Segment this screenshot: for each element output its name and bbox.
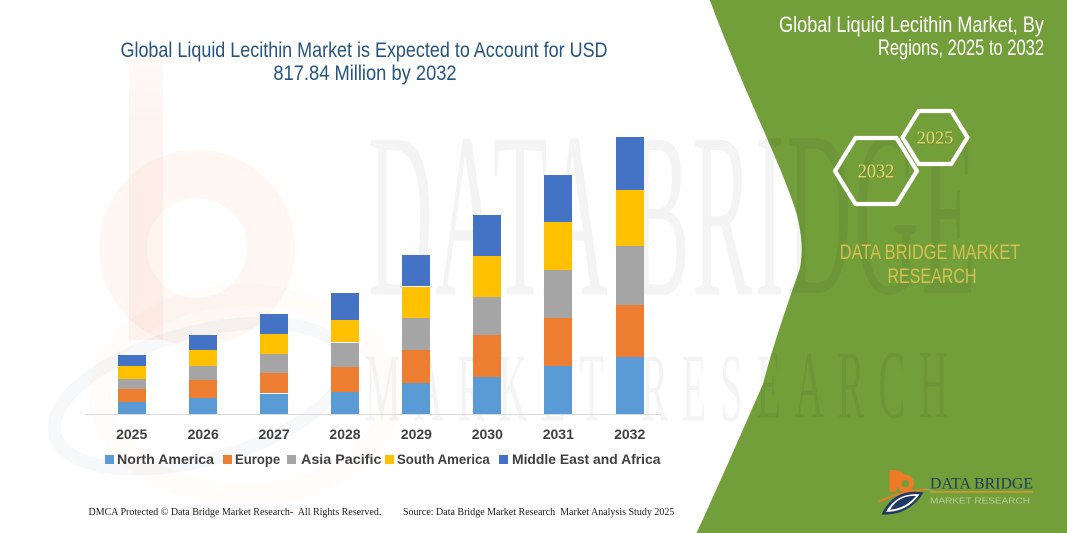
svg-text:2025: 2025 — [917, 128, 954, 148]
svg-text:MARKET RESEARCH: MARKET RESEARCH — [930, 497, 1030, 506]
svg-text:2032: 2032 — [858, 161, 895, 183]
svg-text:DATA BRIDGE: DATA BRIDGE — [930, 476, 1033, 493]
svg-text:2032: 2032 — [858, 161, 895, 183]
svg-text:2025: 2025 — [917, 128, 954, 148]
